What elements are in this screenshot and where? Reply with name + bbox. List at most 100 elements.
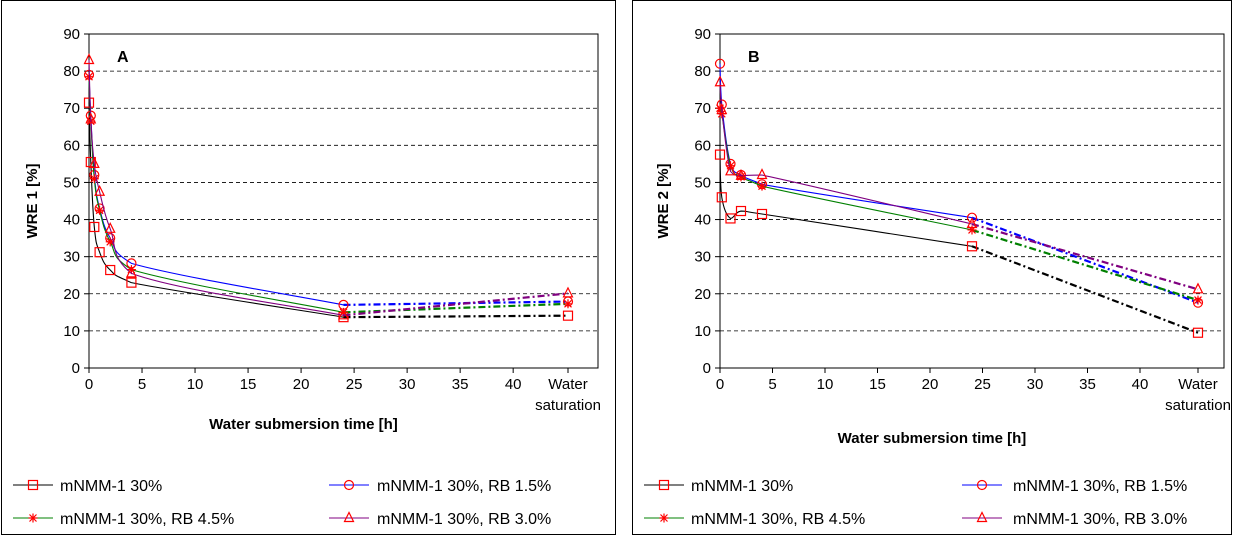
y-tick-label: 50 xyxy=(63,174,80,191)
series-1 xyxy=(714,58,1204,308)
data-point-marker xyxy=(104,221,116,233)
data-point-marker xyxy=(339,307,348,317)
x-tick-label: 30 xyxy=(1027,376,1044,393)
x-tick-label: 0 xyxy=(85,376,93,393)
x-tick-label: 25 xyxy=(974,376,991,393)
data-point-marker xyxy=(966,212,978,223)
legend-label: mNMM-1 30%, RB 4.5% xyxy=(60,511,234,528)
x-tick-label: 5 xyxy=(138,376,146,393)
data-point-marker xyxy=(966,217,978,229)
data-point-marker xyxy=(966,241,978,252)
series-line xyxy=(719,82,973,225)
data-point-marker xyxy=(714,58,726,69)
x-tick-label: 40 xyxy=(505,376,522,393)
y-axis-title: WRE 1 [%] xyxy=(24,163,41,238)
series-line xyxy=(719,154,973,247)
legend-label: mNMM-1 30%, RB 3.0% xyxy=(1013,511,1187,528)
chart-panel-b: 0 10 20 30 40 50 60 70 80 90 0 5 10 15 20 25 30 35 40 Water… xyxy=(632,0,1232,535)
data-point-marker xyxy=(736,172,746,182)
series-1 xyxy=(83,69,574,311)
x-tick-label: 35 xyxy=(452,376,469,393)
series-saturation-link xyxy=(343,314,569,319)
x-saturation-label-line1: Water xyxy=(548,376,587,393)
legend-marker xyxy=(27,479,39,491)
chart-b-svg: 0 10 20 30 40 50 60 70 80 90 0 5 10 15 20 25 30 35 40 Water… xyxy=(644,26,1231,528)
series-saturation-link xyxy=(971,245,1199,334)
x-tick-label: 0 xyxy=(716,376,724,393)
panel-label: A xyxy=(117,49,129,66)
data-point-marker xyxy=(89,221,100,233)
data-point-marker xyxy=(735,168,747,180)
y-tick-label: 50 xyxy=(694,174,711,191)
data-point-marker xyxy=(725,164,736,176)
data-point-marker xyxy=(716,103,728,115)
series-3 xyxy=(83,53,574,320)
x-tick-label: 20 xyxy=(922,376,939,393)
x-axis-title: Water submersion time [h] xyxy=(209,416,398,433)
legend-marker xyxy=(976,511,988,523)
legend-label: mNMM-1 30%, RB 1.5% xyxy=(377,478,551,495)
legend-item: mNMM-1 30%, RB 1.5% xyxy=(329,478,551,495)
y-tick-label: 60 xyxy=(63,137,80,154)
x-tick-label: 20 xyxy=(293,376,310,393)
series-saturation-link xyxy=(971,222,1199,291)
data-point-marker xyxy=(85,112,97,124)
legend-marker xyxy=(976,479,988,491)
data-point-marker xyxy=(756,168,768,180)
data-point-marker xyxy=(1193,295,1203,305)
series-0 xyxy=(714,149,1204,338)
data-point-marker xyxy=(83,53,95,65)
y-tick-label: 40 xyxy=(63,212,80,229)
plot-area xyxy=(88,33,599,369)
data-point-marker xyxy=(1192,282,1204,294)
data-point-marker xyxy=(125,266,137,278)
data-point-marker xyxy=(735,205,747,217)
data-point-marker xyxy=(89,174,99,184)
x-tick-label: 10 xyxy=(817,376,834,393)
legend-item: mNMM-1 30% xyxy=(13,478,162,495)
x-saturation-label-line2: saturation xyxy=(1165,397,1231,414)
legend-item: mNMM-1 30%, RB 3.0% xyxy=(962,511,1187,528)
x-tick-label: 15 xyxy=(240,376,257,393)
data-point-marker xyxy=(83,97,95,108)
y-tick-label: 10 xyxy=(63,323,80,340)
x-tick-label: 5 xyxy=(768,376,776,393)
data-point-marker xyxy=(105,237,115,247)
series-saturation-link xyxy=(971,228,1199,302)
data-point-marker xyxy=(725,213,736,224)
legend-item: mNMM-1 30%, RB 4.5% xyxy=(13,511,234,528)
legend-item: mNMM-1 30%, RB 1.5% xyxy=(962,478,1187,495)
legend-item: mNMM-1 30%, RB 4.5% xyxy=(644,511,865,528)
y-tick-label: 90 xyxy=(694,26,711,43)
y-tick-label: 80 xyxy=(63,63,80,80)
data-point-marker xyxy=(88,157,100,168)
series-3 xyxy=(714,75,1204,294)
x-tick-label: 35 xyxy=(1079,376,1096,393)
y-tick-label: 70 xyxy=(63,100,80,117)
x-tick-label: 25 xyxy=(346,376,363,393)
y-tick-label: 60 xyxy=(694,137,711,154)
data-point-marker xyxy=(1192,327,1204,338)
x-tick-label: 40 xyxy=(1132,376,1149,393)
legend-label: mNMM-1 30%, RB 1.5% xyxy=(1013,478,1187,495)
data-point-marker xyxy=(757,181,767,191)
legend-label: mNMM-1 30%, RB 3.0% xyxy=(377,511,551,528)
legend-marker xyxy=(343,511,355,523)
data-point-marker xyxy=(714,149,726,160)
legend-item: mNMM-1 30% xyxy=(644,478,793,495)
y-tick-label: 40 xyxy=(694,212,711,229)
series-2 xyxy=(715,103,1203,305)
y-tick-label: 0 xyxy=(703,360,711,377)
plot-area xyxy=(719,33,1225,369)
data-point-marker xyxy=(105,264,116,276)
data-point-marker xyxy=(756,208,768,220)
x-tick-label: 15 xyxy=(869,376,886,393)
y-tick-label: 20 xyxy=(63,286,80,303)
series-0 xyxy=(83,97,574,323)
data-point-marker xyxy=(562,286,574,298)
y-tick-label: 0 xyxy=(72,360,80,377)
legend-marker xyxy=(28,513,38,523)
legend-label: mNMM-1 30%, RB 4.5% xyxy=(691,511,865,528)
y-tick-label: 30 xyxy=(63,249,80,266)
legend-marker xyxy=(343,479,355,491)
